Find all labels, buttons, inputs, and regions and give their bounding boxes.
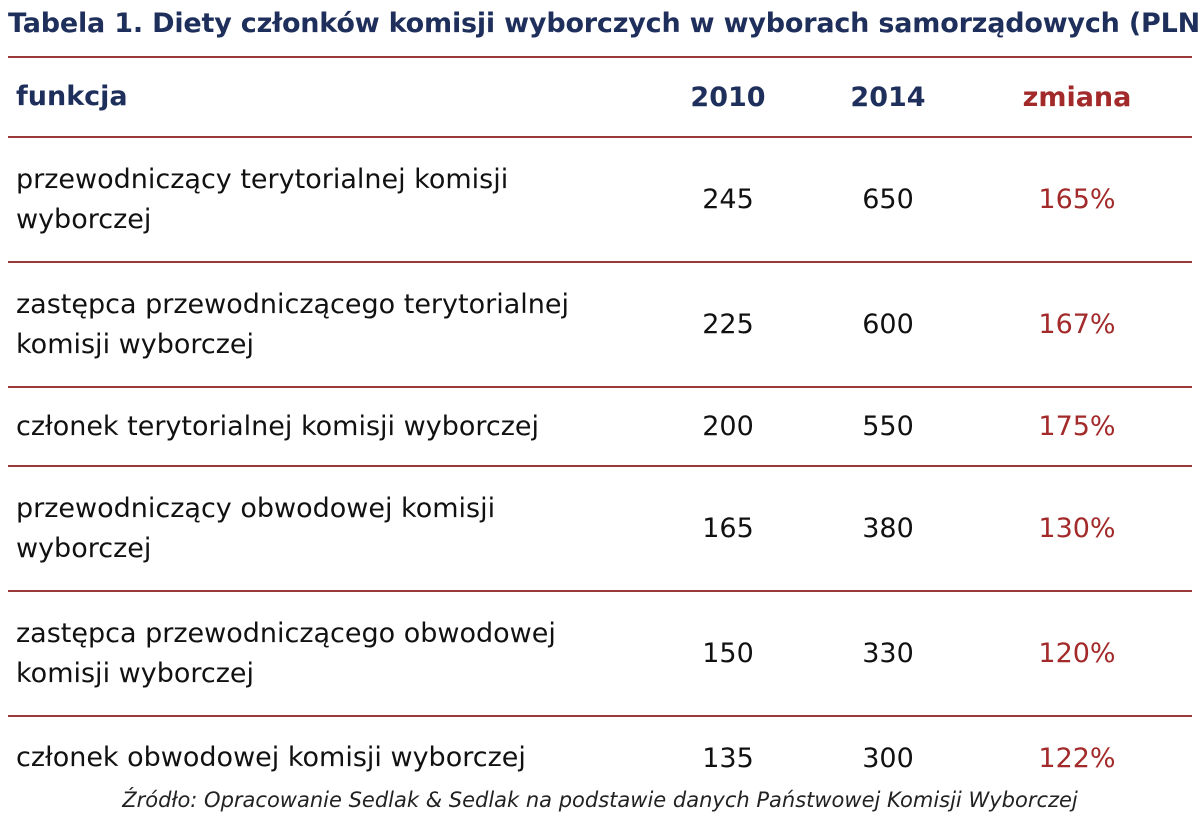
table-rule [8,715,1192,717]
cell-change: 130% [1038,513,1116,544]
data-table: funkcja 2010 2014 zmiana przewodniczący … [8,56,1192,799]
table-row: zastępca przewodniczącego terytorialnej … [8,263,1192,386]
table-rule [8,590,1192,592]
header-change: zmiana [1022,81,1132,113]
cell-2014: 380 [862,513,914,544]
cell-change: 120% [1038,638,1116,669]
table-row: zastępca przewodniczącego obwodowej komi… [8,592,1192,715]
cell-2014: 330 [862,638,914,669]
cell-2014: 300 [862,742,914,774]
cell-2010: 200 [702,411,754,442]
table-rule [8,386,1192,388]
table-row: przewodniczący obwodowej komisji wyborcz… [8,467,1192,590]
cell-2014: 600 [862,309,914,340]
header-2014: 2014 [850,81,926,113]
cell-function: przewodniczący terytorialnej komisji wyb… [16,163,509,235]
cell-function: zastępca przewodniczącego terytorialnej … [16,288,569,360]
cell-function: członek terytorialnej komisji wyborczej [16,410,539,442]
cell-2010: 150 [702,638,754,669]
cell-2010: 245 [702,184,754,215]
table-title: Tabela 1. Diety członków komisji wyborcz… [8,8,1200,39]
table-row: członek obwodowej komisji wyborczej 135 … [8,717,1192,799]
cell-2010: 165 [702,513,754,544]
table-rule [8,56,1192,58]
cell-function: przewodniczący obwodowej komisji wyborcz… [16,492,496,564]
cell-change: 122% [1038,742,1116,774]
cell-change: 175% [1038,411,1116,442]
header-2010: 2010 [690,81,766,113]
cell-2010: 225 [702,309,754,340]
cell-2014: 650 [862,184,914,215]
table-rule [8,465,1192,467]
cell-function: członek obwodowej komisji wyborczej [16,742,526,773]
table-header-row: funkcja 2010 2014 zmiana [8,58,1192,136]
cell-function: zastępca przewodniczącego obwodowej komi… [16,617,556,689]
cell-2014: 550 [862,411,914,442]
cell-2010: 135 [702,742,754,774]
table-rule [8,261,1192,263]
header-function: funkcja [16,81,128,112]
cell-change: 167% [1038,309,1116,340]
table-rule [8,136,1192,138]
table-row: przewodniczący terytorialnej komisji wyb… [8,138,1192,261]
cell-change: 165% [1038,184,1116,215]
source-note: Źródło: Opracowanie Sedlak & Sedlak na p… [122,788,1078,812]
table-row: członek terytorialnej komisji wyborczej … [8,388,1192,465]
